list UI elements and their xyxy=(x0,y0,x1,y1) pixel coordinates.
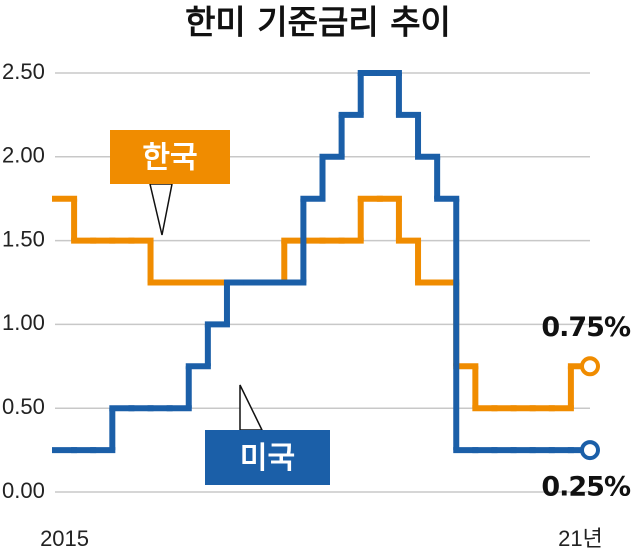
x-tick-label: 2015 xyxy=(40,526,89,551)
y-tick-label: 1.50 xyxy=(2,226,45,251)
legend-box xyxy=(110,130,230,184)
y-tick-label: 2.50 xyxy=(2,59,45,84)
x-tick-label: 21년 xyxy=(558,526,603,551)
y-tick-label: 0.00 xyxy=(2,478,45,503)
legend-label: 한국 xyxy=(142,141,197,176)
legend-label: 미국 xyxy=(240,441,295,476)
callout-pointer xyxy=(149,183,173,236)
y-tick-label: 0.50 xyxy=(2,394,45,419)
end-label: 0.75% xyxy=(541,312,631,343)
y-tick-label: 1.00 xyxy=(2,310,45,335)
end-marker xyxy=(580,440,600,461)
legend-box xyxy=(205,430,330,485)
end-marker xyxy=(580,356,600,377)
end-label: 0.25% xyxy=(541,472,631,503)
y-tick-label: 2.00 xyxy=(2,143,45,168)
chart-title: 한미 기준금리 추이 xyxy=(185,3,451,42)
